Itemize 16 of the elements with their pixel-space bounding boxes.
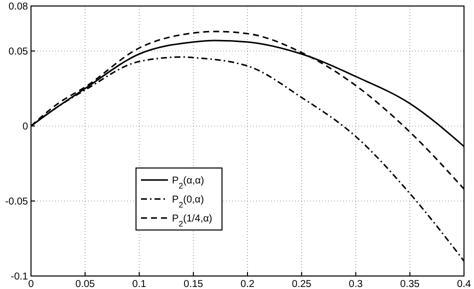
y-tick-label: -0.1 [10,272,28,282]
y-tick-label: -0.05 [5,196,28,208]
x-tick-label: 0.05 [75,279,96,289]
y-tick-label: 0 [22,122,28,132]
x-tick-label: 0.25 [292,279,312,289]
legend-label: P$_{2}$(0,α) [172,194,204,209]
y-tick-label: 0.05 [8,46,28,58]
x-tick-label: 0.2 [240,279,255,289]
x-tick-label: 0.3 [348,279,364,289]
x-tick-label: 0.4 [457,279,472,289]
x-tick-label: 0.1 [132,279,147,289]
x-tick-label: 0.15 [184,279,204,289]
legend-label: P$_{2}$(α,α) [172,176,204,190]
x-tick-label: 0.35 [400,279,420,289]
y-tick-label: 0.08 [8,2,28,12]
legend-label: P$_{2}$(1/4,α) [172,214,212,228]
